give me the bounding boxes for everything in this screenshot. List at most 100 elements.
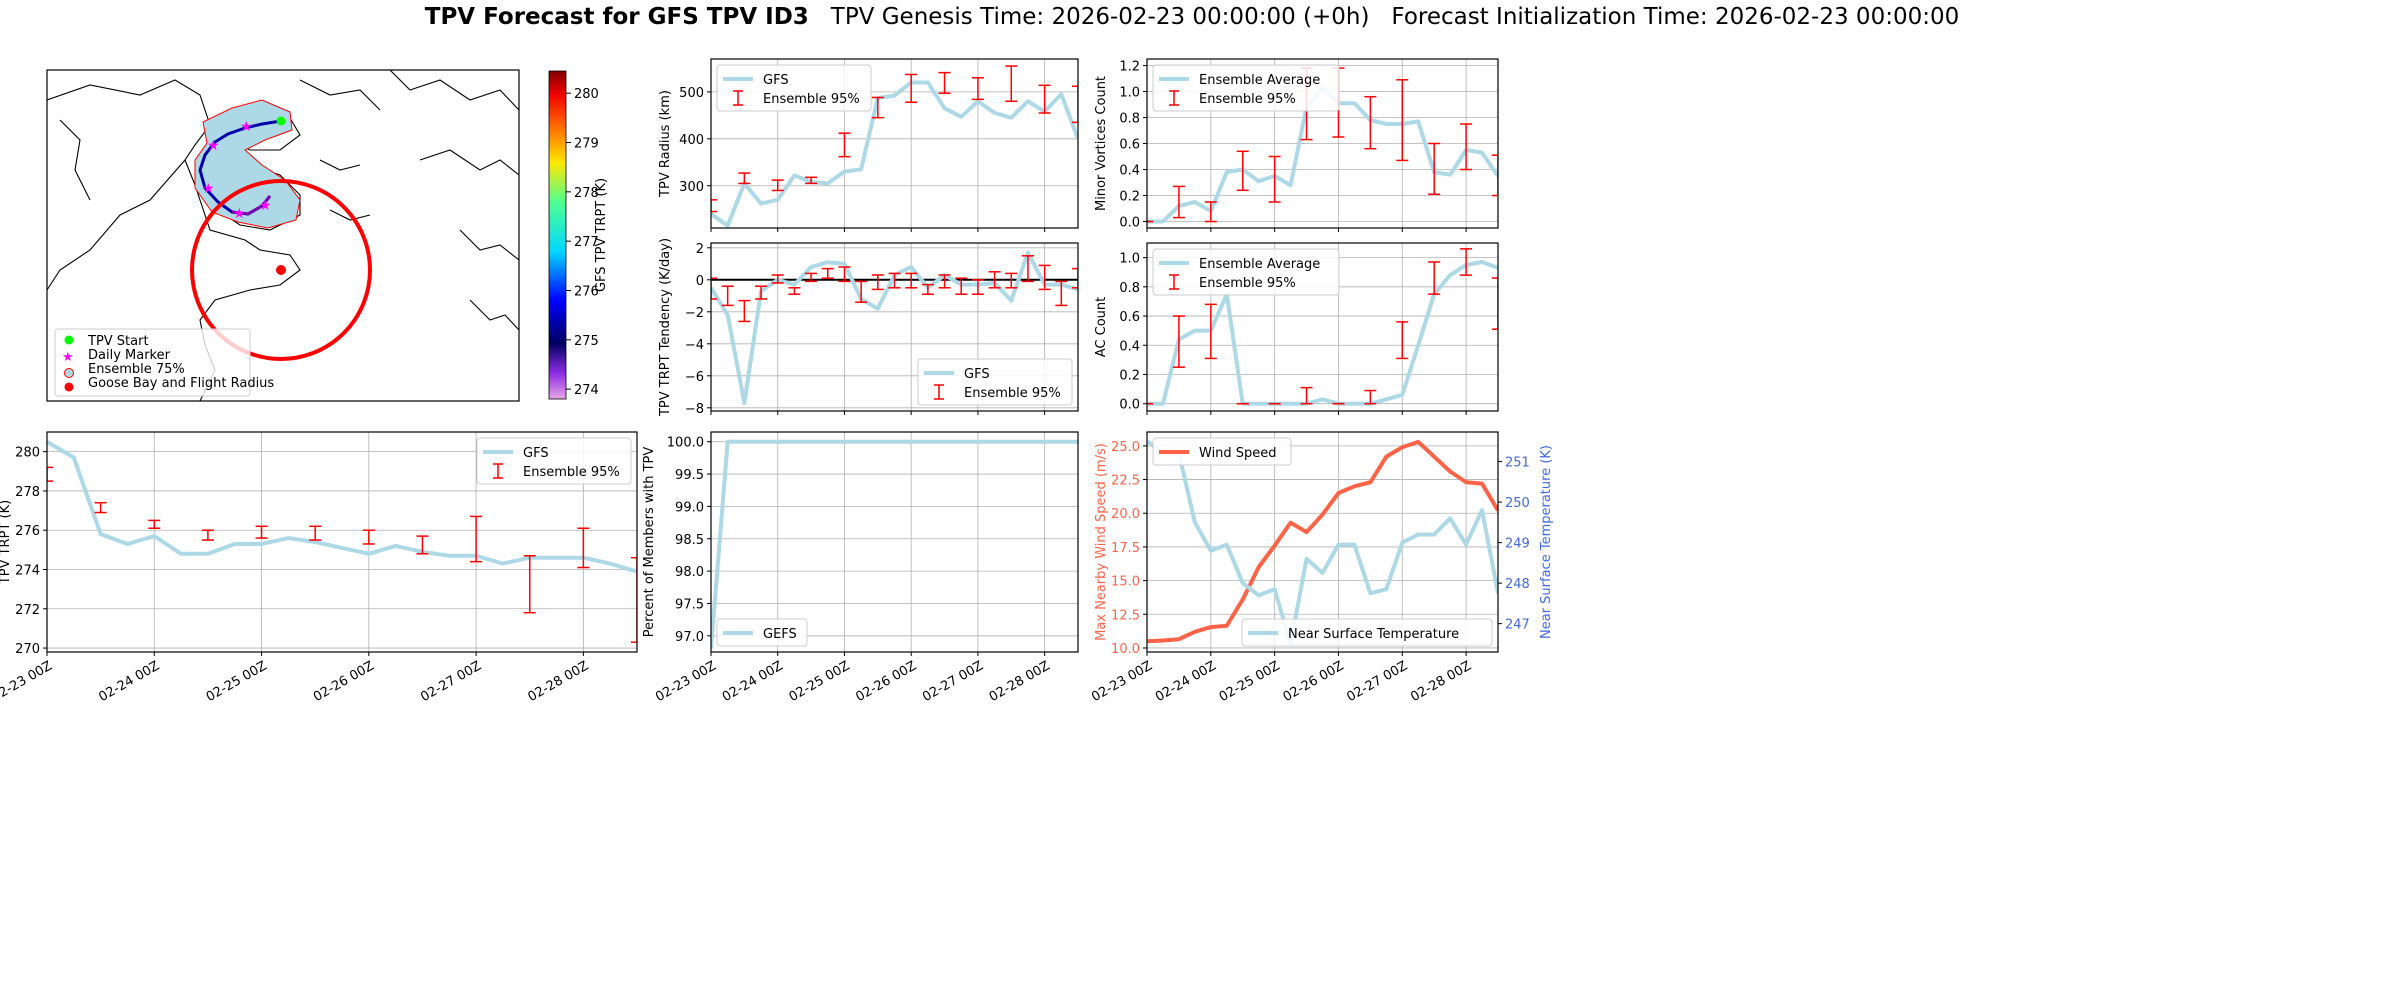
legend: GEFS bbox=[716, 618, 808, 647]
y-tick-label: 1.0 bbox=[1119, 86, 1140, 101]
colorbar-tick-label: 280 bbox=[574, 87, 599, 102]
colorbar-tick-label: 275 bbox=[574, 334, 599, 349]
legend-label: GFS bbox=[964, 367, 990, 382]
legend-label: Ensemble 95% bbox=[964, 386, 1061, 401]
y-tick-label: 22.5 bbox=[1111, 474, 1140, 489]
y-axis-label: TPV Radius (km) bbox=[658, 90, 673, 198]
plot-marks bbox=[711, 250, 1078, 405]
legend-frame bbox=[917, 358, 1073, 406]
colorbar: 274 275 276 277 278 279 280 GFS TPV TRPT (K) bbox=[548, 70, 609, 400]
legend-label: GFS bbox=[763, 73, 789, 88]
series-line-gfs bbox=[47, 440, 637, 574]
tpv-start-marker bbox=[276, 116, 286, 126]
legend-label: Ensemble 95% bbox=[1199, 276, 1296, 291]
y-tick-label: −6 bbox=[685, 370, 704, 385]
legend-daily-marker: Daily Marker bbox=[88, 348, 171, 363]
legend-frame bbox=[716, 64, 872, 112]
chart-tendency: −8 −6 −4 −2 0 2 TPV TRPT Tendency (K/day) GFS En… bbox=[658, 238, 1079, 417]
x-tick-label: 02-28 00Z bbox=[987, 658, 1053, 705]
legend-label: Ensemble 95% bbox=[1199, 92, 1296, 107]
coastlines bbox=[47, 70, 519, 401]
plot-frame bbox=[710, 58, 1079, 229]
y-tick-label: 98.5 bbox=[675, 533, 704, 548]
y-tick-label: 0 bbox=[696, 274, 704, 289]
legend: GFS Ensemble 95% bbox=[716, 64, 872, 112]
title-init: Forecast Initialization Time: 2026-02-23… bbox=[1391, 4, 1960, 30]
colorbar-tick-label: 274 bbox=[574, 383, 599, 398]
y2-tick-label: 248 bbox=[1505, 577, 1530, 592]
y-tick-label: 274 bbox=[15, 564, 40, 579]
legend-label: Wind Speed bbox=[1199, 446, 1277, 461]
colorbar-label: GFS TPV TRPT (K) bbox=[594, 178, 609, 292]
svg-text:★: ★ bbox=[240, 119, 253, 135]
map-panel: ★ ★ ★ ★ ★ ★ TPV Start Daily Marker Ensemble … bbox=[46, 69, 609, 402]
y-tick-label: 0.2 bbox=[1119, 368, 1140, 383]
title-genesis: TPV Genesis Time: 2026-02-23 00:00:00 (+… bbox=[830, 4, 1370, 30]
plot-frame bbox=[46, 431, 638, 653]
x-tick-label: 02-27 00Z bbox=[418, 658, 484, 705]
y-tick-label: 1.2 bbox=[1119, 60, 1140, 75]
y-tick-label: 99.5 bbox=[675, 468, 704, 483]
y-tick-label: 400 bbox=[679, 133, 704, 148]
flight-radius-circle bbox=[190, 179, 372, 361]
series-line-gfs bbox=[711, 80, 1078, 228]
plot-marks bbox=[1147, 248, 1498, 406]
plot-marks bbox=[47, 440, 637, 643]
y2-tick-label: 247 bbox=[1505, 618, 1530, 633]
y-tick-label: 0.8 bbox=[1119, 281, 1140, 296]
chart-radius: 300 400 500 TPV Radius (km) GFS Ensemble 95% bbox=[658, 58, 1079, 232]
x-tick-label: 02-27 00Z bbox=[1344, 658, 1410, 705]
x-tick-label: 02-23 00Z bbox=[653, 658, 719, 705]
y-tick-label: 0.8 bbox=[1119, 112, 1140, 127]
legend: Ensemble Average Ensemble 95% bbox=[1152, 248, 1340, 296]
y-tick-label: 280 bbox=[15, 446, 40, 461]
y-axis-label: TPV TRPT Tendency (K/day) bbox=[658, 238, 673, 417]
y-tick-label: −8 bbox=[685, 402, 704, 417]
x-tick-label: 02-24 00Z bbox=[720, 658, 786, 705]
legend-ensemble-75: Ensemble 75% bbox=[88, 362, 185, 377]
daily-markers: ★ ★ ★ ★ ★ bbox=[202, 119, 272, 222]
legend-goose-bay: Goose Bay and Flight Radius bbox=[88, 376, 274, 391]
y-axis-label: Max Nearby Wind Speed (m/s) bbox=[1094, 443, 1109, 641]
chart-minor: 0.0 0.2 0.4 0.6 0.8 1.0 1.2 Minor Vortices Coun… bbox=[1094, 58, 1499, 232]
legend-tpv-start: TPV Start bbox=[87, 334, 149, 349]
series-line-ensemble-average bbox=[1147, 259, 1498, 406]
legend-label: Ensemble Average bbox=[1199, 257, 1320, 272]
x-tick-label: 02-28 00Z bbox=[1408, 658, 1474, 705]
svg-text:★: ★ bbox=[207, 138, 220, 154]
goose-bay-marker bbox=[276, 265, 286, 275]
legend-frame bbox=[1152, 64, 1340, 112]
legend-label: GFS bbox=[523, 446, 549, 461]
y-axis-label: Percent of Members with TPV bbox=[642, 447, 657, 638]
y-tick-label: 1.0 bbox=[1119, 252, 1140, 267]
plot-frame bbox=[710, 431, 1079, 653]
map-legend: ★ TPV Start Daily Marker Ensemble 75% Go… bbox=[54, 328, 274, 397]
plot-frame bbox=[1146, 431, 1499, 653]
legend: Near Surface Temperature bbox=[1241, 618, 1493, 647]
series-line-gefs bbox=[711, 439, 1078, 649]
legend: GFS Ensemble 95% bbox=[476, 437, 632, 485]
y-axis-label: AC Count bbox=[1094, 297, 1109, 357]
y-tick-label: 0.6 bbox=[1119, 138, 1140, 153]
x-tick-label: 02-28 00Z bbox=[526, 658, 592, 705]
y-tick-label: 10.0 bbox=[1111, 642, 1140, 657]
colorbar-tick-label: 278 bbox=[574, 186, 599, 201]
y2-tick-label: 250 bbox=[1505, 496, 1530, 511]
y-tick-label: 0.4 bbox=[1119, 339, 1140, 354]
chart-trpt: 02-23 00Z 02-24 00Z 02-25 00Z 02-26 00Z 02-2… bbox=[0, 431, 638, 705]
legend: Wind Speed bbox=[1152, 437, 1292, 466]
colorbar-tick-label: 276 bbox=[574, 284, 599, 299]
y-tick-label: 17.5 bbox=[1111, 541, 1140, 556]
y-tick-label: 97.0 bbox=[675, 630, 704, 645]
x-tick-label: 02-25 00Z bbox=[204, 658, 270, 705]
y-tick-label: 500 bbox=[679, 86, 704, 101]
chart-ac: 0.0 0.2 0.4 0.6 0.8 1.0 AC Count Ensemble Avera… bbox=[1094, 242, 1499, 415]
y-tick-label: 98.0 bbox=[675, 565, 704, 580]
figure-title: TPV Forecast for GFS TPV ID3 TPV Genesis… bbox=[0, 4, 2384, 30]
y-tick-label: 20.0 bbox=[1111, 507, 1140, 522]
y-tick-label: 278 bbox=[15, 485, 40, 500]
legend-frame bbox=[1152, 437, 1292, 466]
plot-marks bbox=[1147, 439, 1498, 646]
legend-label: Ensemble 95% bbox=[523, 465, 620, 480]
